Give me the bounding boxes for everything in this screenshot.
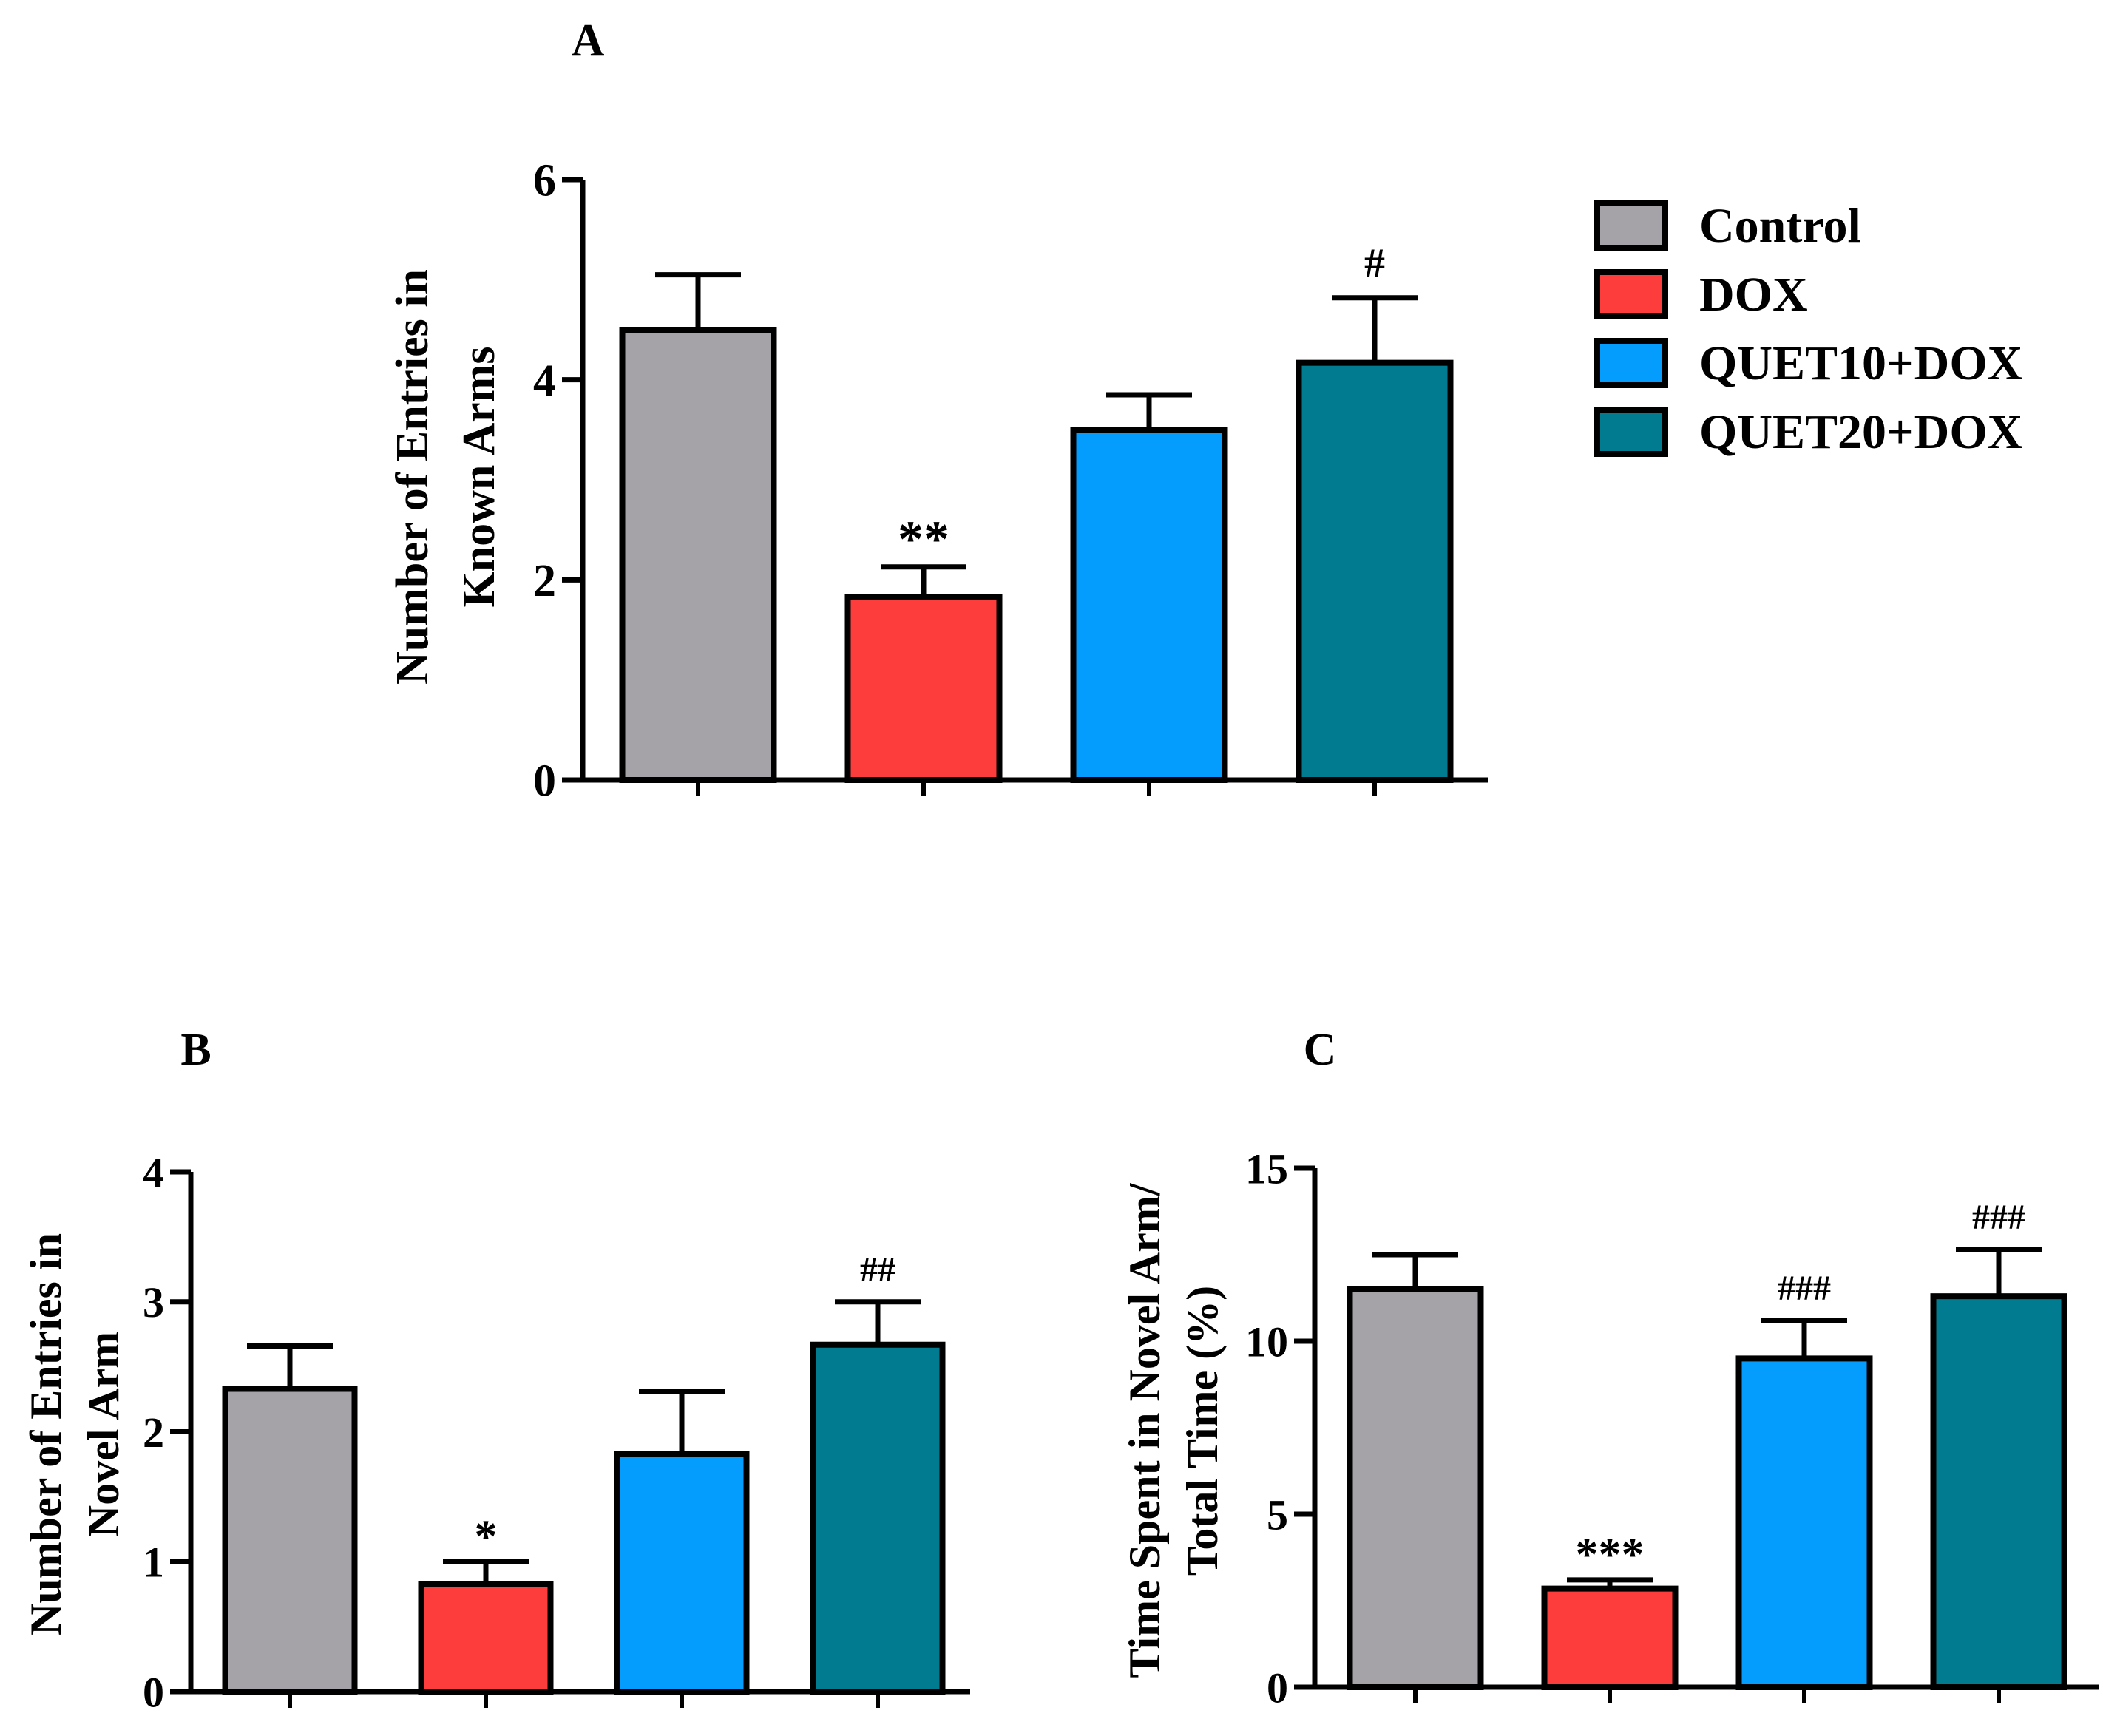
panel-b-bar-quet20-dox bbox=[810, 1341, 946, 1695]
panel-a-bar-quet10-dox bbox=[1070, 427, 1228, 783]
panel-b-bar-quet10-dox bbox=[614, 1451, 750, 1695]
panel-c-ytick-label-0: 0 bbox=[1267, 1664, 1288, 1712]
panel-b-ytick-label-3: 3 bbox=[143, 1278, 164, 1326]
panel-a-ylabel-line2: Known Arms bbox=[454, 346, 504, 607]
panel-c-ylabel-line1: Time Spent in Novel Arm/ bbox=[1120, 1182, 1169, 1678]
panel-b-annotation-dox: * bbox=[475, 1511, 498, 1562]
legend-swatch-quet10-dox bbox=[1594, 338, 1668, 388]
panel-a-bar-dox bbox=[844, 594, 1003, 784]
panel-c-bar-control bbox=[1347, 1286, 1484, 1691]
panel-b-ytick-label-1: 1 bbox=[143, 1539, 164, 1587]
legend-swatch-control bbox=[1594, 200, 1668, 251]
panel-b-title: B bbox=[180, 1025, 211, 1075]
panel-c-ytick-label-5: 5 bbox=[1267, 1491, 1288, 1539]
panel-c-annotation-dox: *** bbox=[1576, 1530, 1645, 1580]
panel-a-bar-control bbox=[619, 327, 777, 783]
panel-b-ytick-label-2: 2 bbox=[143, 1408, 164, 1457]
panel-c-bar-quet20-dox bbox=[1930, 1293, 2067, 1691]
panel-a-annotation-dox: ** bbox=[898, 512, 949, 569]
legend: Control DOX QUET10+DOX QUET20+DOX bbox=[1594, 199, 2022, 459]
panel-c-ytick-label-10: 10 bbox=[1245, 1318, 1288, 1366]
panel-b-ytick-label-0: 0 bbox=[143, 1668, 164, 1716]
panel-b-ylabel-line1: Number of Entries in bbox=[21, 1233, 70, 1635]
panel-a-ytick-label-4: 4 bbox=[533, 356, 556, 406]
panel-a-bar-quet20-dox bbox=[1296, 359, 1454, 784]
panel-c-bar-quet10-dox bbox=[1735, 1355, 1873, 1691]
panel-b-chart: B Number of Entries in Novel Arm * ## 0 1 2 3… bbox=[21, 1025, 970, 1716]
panel-b-bar-control bbox=[222, 1386, 358, 1695]
panel-a-ytick-label-2: 2 bbox=[533, 556, 556, 606]
panel-c-chart: C Time Spent in Novel Arm/ Total Time (%… bbox=[1120, 1025, 2099, 1712]
legend-label-control: Control bbox=[1699, 199, 1861, 253]
panel-b-bar-dox bbox=[418, 1581, 554, 1695]
panel-a-ylabel-line1: Number of Entries in bbox=[387, 269, 438, 685]
panel-b-ylabel-line2: Novel Arm bbox=[79, 1332, 128, 1537]
panel-a-title: A bbox=[572, 16, 605, 66]
legend-swatch-dox bbox=[1594, 269, 1668, 319]
panel-c-ylabel-line2: Total Time (%) bbox=[1178, 1286, 1227, 1576]
legend-label-quet10-dox: QUET10+DOX bbox=[1699, 336, 2022, 390]
panel-c-ytick-label-15: 15 bbox=[1245, 1145, 1288, 1193]
panel-b-annotation-quet20-dox: ## bbox=[860, 1250, 895, 1289]
panel-a-ytick-label-6: 6 bbox=[533, 156, 556, 206]
panel-c-annotation-quet20-dox: ### bbox=[1972, 1198, 2025, 1237]
panel-c-title: C bbox=[1304, 1025, 1337, 1075]
legend-label-quet20-dox: QUET20+DOX bbox=[1699, 405, 2022, 459]
panel-c-annotation-quet10-dox: ### bbox=[1778, 1269, 1831, 1308]
panel-a-annotation-quet20-dox: # bbox=[1364, 241, 1385, 287]
legend-label-dox: DOX bbox=[1699, 268, 1808, 322]
panel-a-chart: A Number of Entries in Known Arms ** #0 2 4… bbox=[387, 16, 1488, 807]
panel-a-ytick-label-0: 0 bbox=[533, 756, 556, 807]
panel-b-ytick-label-4: 4 bbox=[143, 1148, 164, 1196]
panel-c-bar-dox bbox=[1541, 1585, 1679, 1691]
legend-swatch-quet20-dox bbox=[1594, 407, 1668, 457]
